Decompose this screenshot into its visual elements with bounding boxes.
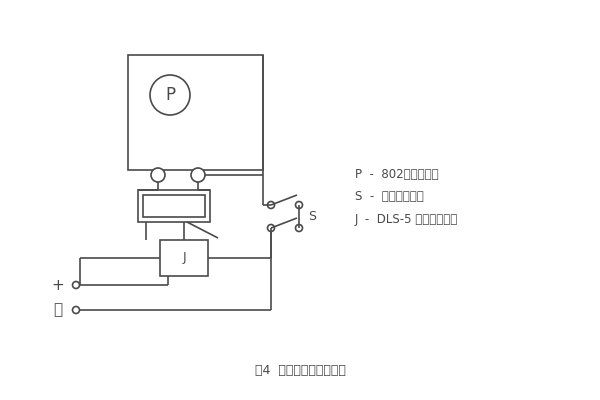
Circle shape xyxy=(73,306,79,314)
Text: 图4  动作时间检验线路图: 图4 动作时间检验线路图 xyxy=(254,364,346,376)
Circle shape xyxy=(151,168,165,182)
Circle shape xyxy=(150,75,190,115)
Text: S: S xyxy=(308,210,316,222)
Circle shape xyxy=(296,202,302,208)
Circle shape xyxy=(296,224,302,232)
Circle shape xyxy=(268,202,275,208)
Text: －: － xyxy=(53,302,62,318)
Bar xyxy=(160,240,208,276)
Bar xyxy=(128,55,263,170)
Text: J  -  DLS-5 双位置继电器: J - DLS-5 双位置继电器 xyxy=(355,212,458,226)
Circle shape xyxy=(73,282,79,288)
Text: S  -  双刀双掷开关: S - 双刀双掷开关 xyxy=(355,190,424,204)
Text: +: + xyxy=(52,278,64,292)
Bar xyxy=(143,195,205,217)
Circle shape xyxy=(191,168,205,182)
Text: J: J xyxy=(182,252,186,264)
Bar xyxy=(138,190,210,222)
Circle shape xyxy=(268,224,275,232)
Text: P: P xyxy=(165,86,175,104)
Text: P  -  802数字毫秒表: P - 802数字毫秒表 xyxy=(355,168,439,182)
